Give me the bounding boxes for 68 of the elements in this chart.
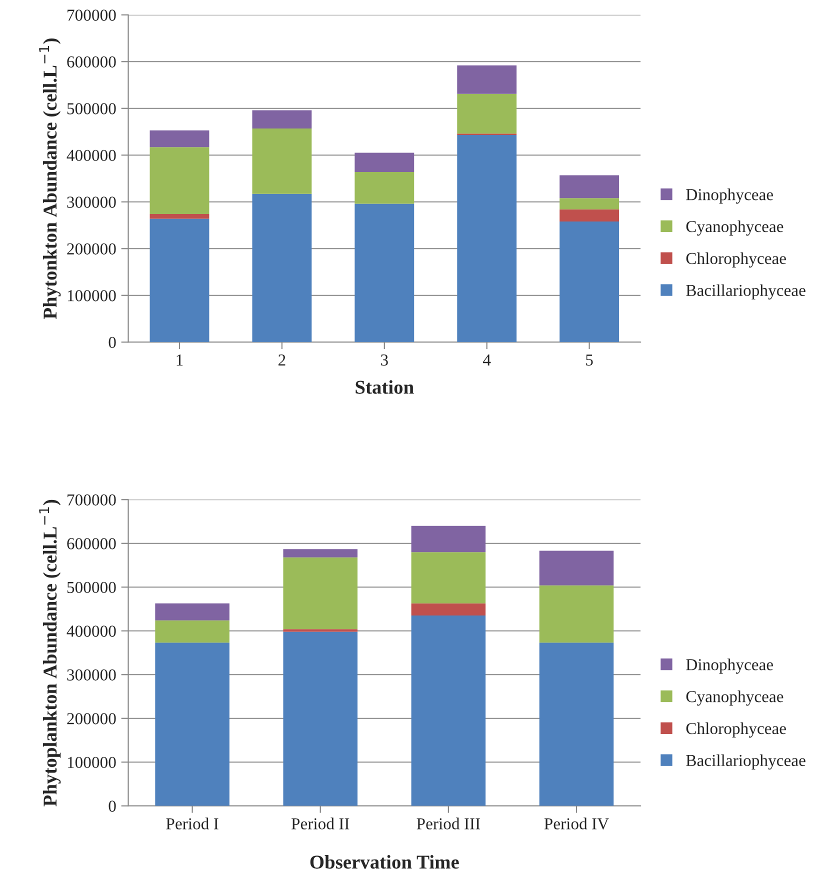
y-tick-label: 500000 <box>67 582 116 594</box>
y-axis-title: Phytonkton Abundance (cell.L$^{−1}$) <box>39 38 61 320</box>
bar <box>283 629 358 632</box>
bar <box>150 130 210 148</box>
bar <box>560 209 620 222</box>
bar <box>411 526 486 552</box>
x-axis-title: Observation Time <box>310 855 459 869</box>
x-tick-label: 5 <box>586 354 593 366</box>
y-axis-title: Phytoplankton Abundance (cell.L$^{−1}$) <box>39 500 61 806</box>
bar <box>150 218 210 342</box>
bar <box>150 214 210 219</box>
legend-label: Chlorophyceae <box>686 252 786 268</box>
y-tick-label: 700000 <box>68 10 116 21</box>
legend-label: Bacillariophyceae <box>686 284 806 300</box>
y-tick-label: 600000 <box>67 538 116 550</box>
y-tick-label: 200000 <box>67 713 116 724</box>
x-tick-label: Period III <box>416 818 480 830</box>
bar <box>560 222 620 342</box>
y-tick-label: 200000 <box>67 243 116 255</box>
legend-label: Dinophyceae <box>686 188 773 204</box>
bar <box>539 642 614 806</box>
y-tick-label: 100000 <box>68 290 116 302</box>
legend-label: Dinophyceae <box>686 658 773 674</box>
bar <box>354 172 414 204</box>
bar <box>283 549 358 558</box>
bar <box>283 557 358 630</box>
legend-label: Chlorophyceae <box>686 722 786 738</box>
y-tick-label: 700000 <box>68 494 116 506</box>
bar <box>155 620 230 643</box>
x-tick-label: 2 <box>278 354 286 366</box>
bar <box>252 128 312 194</box>
y-tick-label: 400000 <box>66 626 116 637</box>
bar <box>457 65 517 94</box>
bar <box>560 175 620 198</box>
bar <box>539 550 614 586</box>
bar <box>411 616 486 806</box>
bar <box>411 552 486 604</box>
bar <box>150 147 210 214</box>
x-tick-label: 3 <box>381 354 388 366</box>
y-tick-label: 400000 <box>66 150 116 162</box>
legend-label: Bacillariophyceae <box>686 754 806 770</box>
bar <box>411 603 486 616</box>
y-tick-label: 500000 <box>67 103 116 114</box>
bar <box>539 585 614 643</box>
x-tick-label: 4 <box>483 354 491 366</box>
bar <box>560 198 620 210</box>
bar <box>354 204 414 342</box>
x-tick-label: 1 <box>176 354 183 366</box>
bar <box>283 632 358 806</box>
bar <box>252 194 312 342</box>
x-tick-label: Period I <box>166 818 218 830</box>
bar <box>457 94 517 134</box>
x-tick-label: Period II <box>291 818 350 830</box>
x-axis-title: Station <box>356 380 414 394</box>
y-tick-label: 600000 <box>67 56 116 68</box>
y-tick-label: 300000 <box>67 196 116 208</box>
y-tick-label: 0 <box>108 800 116 812</box>
y-tick-label: 100000 <box>68 756 116 768</box>
x-tick-label: Period IV <box>544 818 609 830</box>
bar <box>354 152 414 172</box>
bar <box>252 110 312 128</box>
y-tick-label: 0 <box>108 336 116 348</box>
bar <box>457 135 517 342</box>
y-tick-label: 300000 <box>67 669 116 681</box>
bar <box>155 642 230 806</box>
legend-label: Cyanophyceae <box>686 690 784 706</box>
bar <box>155 603 230 620</box>
legend-label: Cyanophyceae <box>686 220 784 236</box>
